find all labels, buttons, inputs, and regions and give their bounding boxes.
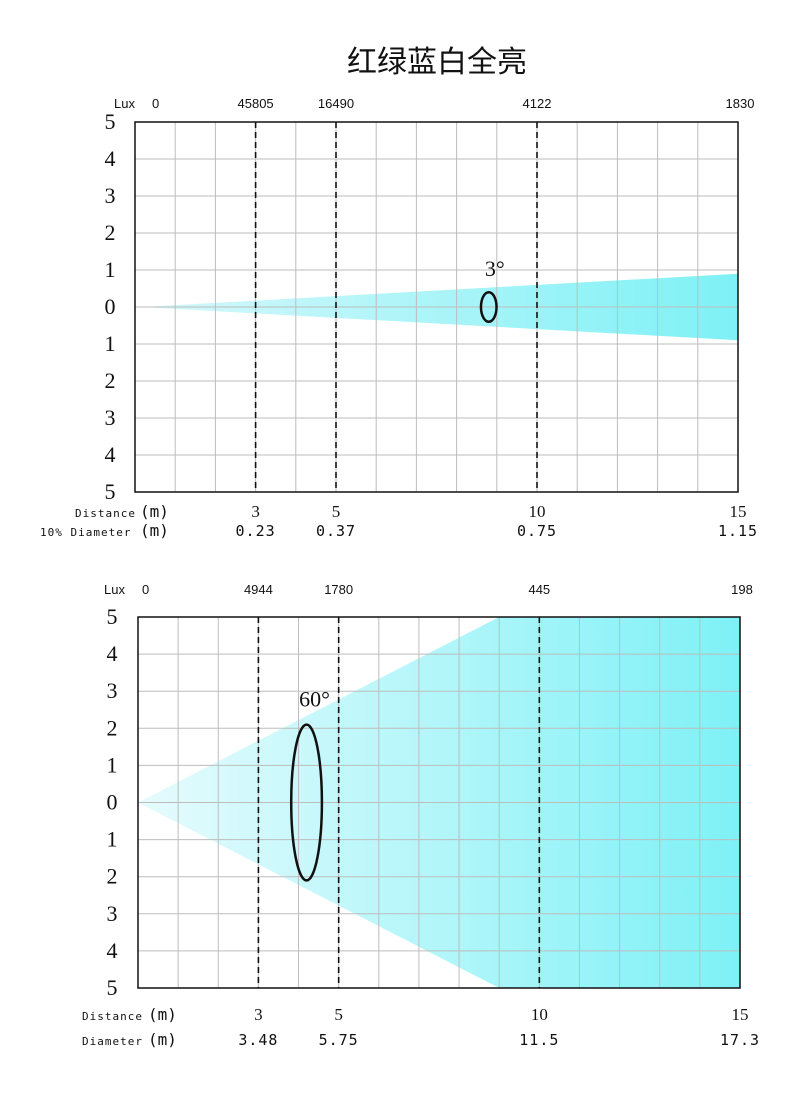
lux-value: 0 [142, 582, 149, 597]
beam-angle-label: 3° [485, 256, 505, 281]
lux-value: 198 [731, 582, 753, 597]
y-tick-label: 1 [105, 331, 116, 356]
y-tick-label: 2 [105, 220, 116, 245]
lux-value: 4122 [523, 96, 552, 111]
lux-value: 1830 [726, 96, 755, 111]
y-tick-label: 3 [107, 901, 118, 926]
y-tick-label: 5 [107, 975, 118, 1000]
y-tick-label: 0 [105, 294, 116, 319]
y-tick-label: 5 [107, 604, 118, 629]
distance-tick-label: 15 [730, 502, 747, 521]
distance-tick-label: 3 [251, 502, 260, 521]
lux-value: 45805 [238, 96, 274, 111]
y-tick-label: 5 [105, 109, 116, 134]
diameter-tick-label: 0.23 [236, 522, 276, 540]
beam-ellipse [479, 290, 498, 324]
y-tick-label: 5 [105, 479, 116, 504]
distance-tick-label: 5 [332, 502, 341, 521]
y-tick-label: 3 [105, 183, 116, 208]
lux-label: Lux [104, 582, 125, 597]
y-tick-label: 0 [107, 790, 118, 815]
y-tick-label: 1 [105, 257, 116, 282]
beam-angle-label: 60° [299, 687, 330, 712]
distance-tick-label: 5 [334, 1005, 343, 1024]
lux-value: 0 [152, 96, 159, 111]
diameter-row-label: 10% Diameter [40, 526, 131, 539]
y-tick-label: 2 [107, 715, 118, 740]
distance-tick-label: 10 [531, 1005, 548, 1024]
y-tick-label: 3 [107, 678, 118, 703]
diameter-tick-label: 3.48 [238, 1031, 278, 1049]
diameter-tick-label: 0.75 [517, 522, 557, 540]
lux-value: 445 [528, 582, 550, 597]
lux-value: 16490 [318, 96, 354, 111]
y-tick-label: 1 [107, 752, 118, 777]
lux-value: 1780 [324, 582, 353, 597]
diameter-tick-label: 0.37 [316, 522, 356, 540]
y-tick-label: 1 [107, 827, 118, 852]
y-tick-label: 4 [107, 938, 118, 963]
diameter-tick-label: 17.3 [720, 1031, 760, 1049]
y-tick-label: 2 [107, 864, 118, 889]
y-tick-label: 2 [105, 368, 116, 393]
diameter-row-label: Diameter [82, 1035, 143, 1048]
plot-frame [134, 121, 739, 493]
distance-tick-label: 3 [254, 1005, 263, 1024]
distance-row-label: Distance [82, 1010, 143, 1023]
y-tick-label: 4 [107, 641, 118, 666]
distance-tick-label: 10 [529, 502, 546, 521]
diameter-tick-label: 1.15 [718, 522, 758, 540]
page-title: 红绿蓝白全亮 [347, 45, 527, 80]
diameter-tick-label: 5.75 [319, 1031, 359, 1049]
lux-label: Lux [114, 96, 135, 111]
distance-tick-label: 15 [732, 1005, 749, 1024]
plot-frame [137, 616, 741, 989]
y-tick-label: 3 [105, 405, 116, 430]
y-tick-label: 4 [105, 146, 116, 171]
beam-ellipse [289, 723, 324, 882]
y-tick-label: 4 [105, 442, 116, 467]
diameter-unit-label: (m) [148, 1030, 177, 1049]
lux-value: 4944 [244, 582, 273, 597]
diameter-unit-label: (m) [140, 521, 169, 540]
diameter-tick-label: 11.5 [519, 1031, 559, 1049]
distance-unit-label: (m) [140, 502, 169, 521]
distance-unit-label: (m) [148, 1005, 177, 1024]
distance-row-label: Distance [75, 507, 136, 520]
